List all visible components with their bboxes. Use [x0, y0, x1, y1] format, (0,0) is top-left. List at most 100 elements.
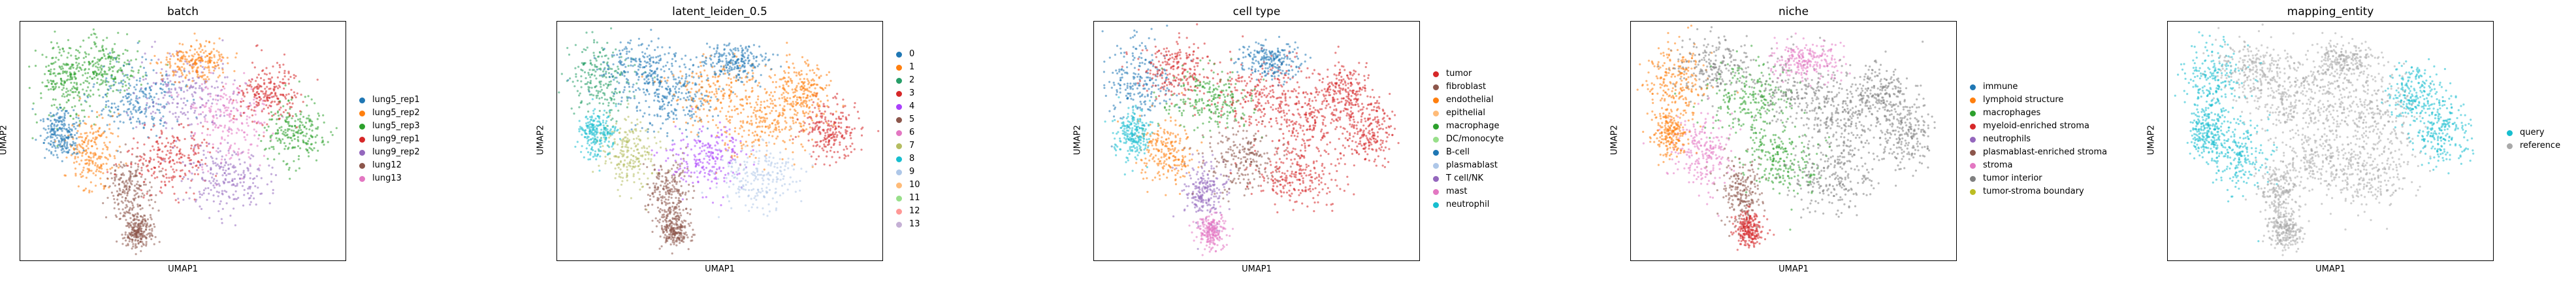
- data-point: [769, 131, 772, 133]
- data-point: [144, 222, 146, 225]
- data-point: [115, 175, 118, 178]
- data-point: [250, 194, 252, 197]
- data-point: [645, 76, 648, 79]
- data-point: [631, 167, 634, 170]
- data-point: [641, 75, 643, 78]
- data-point: [121, 85, 124, 88]
- data-point: [577, 65, 580, 68]
- data-point: [127, 236, 129, 238]
- data-point: [143, 154, 146, 156]
- data-point: [191, 66, 194, 69]
- data-point: [225, 161, 227, 164]
- data-point: [150, 194, 153, 196]
- data-point: [298, 118, 302, 120]
- data-point: [602, 61, 605, 63]
- data-point: [287, 168, 290, 171]
- data-point: [713, 108, 716, 111]
- data-point: [125, 112, 129, 115]
- data-point: [755, 122, 758, 124]
- data-point: [65, 150, 68, 153]
- data-point: [127, 149, 130, 152]
- data-point: [192, 86, 195, 88]
- data-point: [759, 109, 762, 112]
- data-point: [153, 149, 155, 151]
- data-point: [733, 154, 736, 157]
- data-point: [647, 203, 650, 206]
- data-point: [295, 169, 297, 172]
- data-point: [587, 71, 590, 74]
- data-point: [695, 83, 698, 86]
- data-point: [56, 137, 58, 139]
- data-point: [83, 61, 86, 63]
- data-point: [619, 160, 622, 162]
- data-point: [207, 99, 210, 102]
- data-point: [130, 74, 133, 77]
- data-point: [824, 116, 827, 118]
- data-point: [48, 69, 50, 72]
- data-point: [198, 190, 201, 193]
- data-point: [169, 156, 172, 158]
- data-point: [55, 120, 57, 123]
- data-point: [177, 138, 180, 141]
- data-point: [115, 215, 118, 219]
- data-point: [263, 96, 265, 99]
- data-point: [82, 81, 85, 84]
- data-point: [639, 109, 641, 112]
- data-point: [598, 74, 602, 77]
- data-point: [54, 150, 57, 152]
- data-point: [248, 186, 251, 188]
- data-point: [93, 43, 96, 46]
- data-point: [139, 65, 142, 68]
- data-point: [665, 147, 668, 150]
- data-point: [676, 103, 679, 105]
- data-point: [106, 92, 109, 95]
- data-point: [188, 169, 191, 172]
- data-point: [195, 87, 197, 90]
- data-point: [67, 130, 69, 132]
- data-point: [623, 89, 626, 92]
- data-point: [745, 141, 747, 143]
- data-point: [257, 137, 260, 140]
- data-point: [268, 147, 270, 150]
- data-point: [61, 72, 64, 75]
- data-point: [220, 60, 223, 62]
- data-point: [57, 108, 59, 111]
- data-point: [634, 63, 636, 66]
- data-point: [128, 188, 131, 191]
- data-point: [641, 43, 643, 45]
- data-point: [150, 167, 153, 170]
- data-point: [105, 58, 107, 60]
- data-point: [64, 70, 67, 73]
- data-point: [250, 201, 252, 203]
- data-point: [726, 130, 728, 132]
- data-point: [257, 103, 260, 106]
- data-point: [106, 80, 108, 83]
- data-point: [161, 88, 164, 91]
- data-point: [84, 137, 87, 140]
- data-point: [79, 45, 82, 48]
- data-point: [88, 53, 90, 56]
- data-point: [212, 66, 214, 69]
- data-point: [264, 88, 266, 90]
- data-point: [240, 105, 242, 108]
- data-point: [754, 107, 756, 109]
- data-point: [94, 164, 97, 167]
- data-point: [747, 115, 749, 118]
- data-point: [121, 196, 123, 198]
- data-point: [199, 50, 202, 53]
- data-point: [654, 186, 656, 189]
- data-point: [182, 161, 184, 164]
- data-point: [569, 77, 572, 80]
- data-point: [615, 103, 617, 105]
- data-point: [118, 145, 121, 148]
- data-point: [97, 66, 99, 69]
- data-point: [783, 141, 786, 143]
- data-point: [117, 203, 120, 206]
- data-point: [92, 73, 95, 75]
- data-point: [191, 63, 194, 65]
- data-point: [829, 129, 831, 132]
- data-point: [615, 77, 618, 79]
- data-point: [40, 92, 42, 95]
- data-point: [130, 69, 133, 72]
- data-point: [615, 48, 617, 51]
